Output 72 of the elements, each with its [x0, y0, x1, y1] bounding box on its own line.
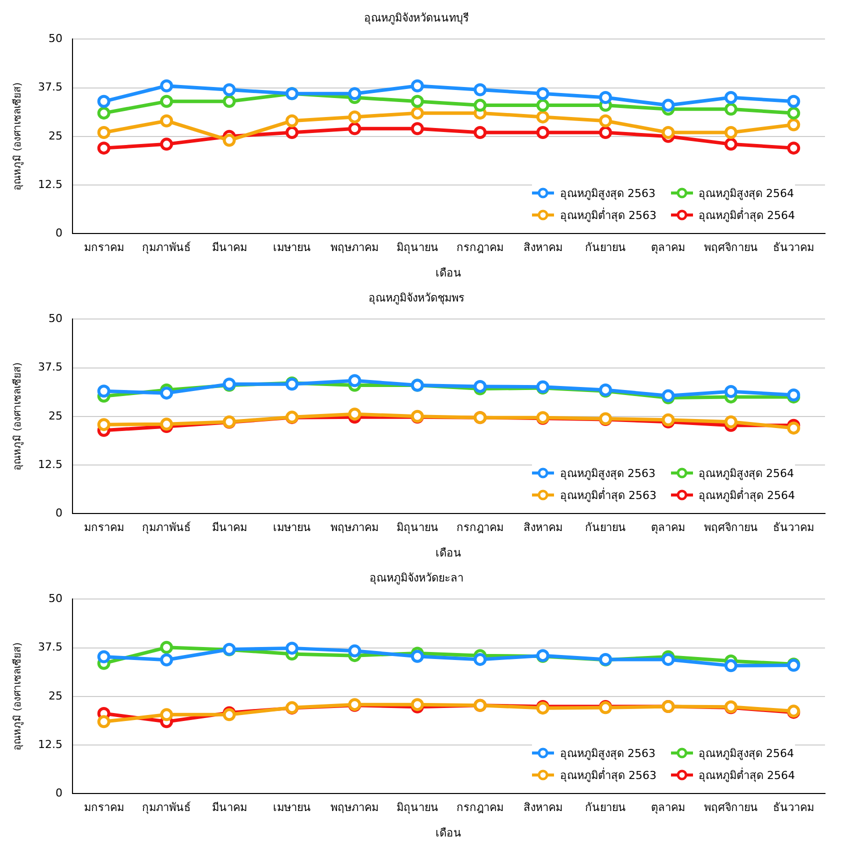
x-tick-label: กรกฎาคม	[456, 521, 504, 534]
legend-label: อุณหภูมิสูงสุด 2564	[698, 466, 794, 482]
x-tick-label: พฤษภาคม	[330, 241, 379, 254]
x-tick-label: สิงหาคม	[523, 521, 562, 534]
y-tick-label: 0	[55, 786, 62, 800]
x-tick-label: ตุลาคม	[651, 521, 686, 534]
y-tick-label: 37.5	[38, 360, 62, 374]
x-tick-label: มิถุนายน	[396, 241, 438, 254]
chart-title: อุณหภูมิจังหวัดนนทบุรี	[364, 11, 469, 24]
x-tick-label: เมษายน	[272, 801, 311, 814]
x-tick-label: มกราคม	[84, 801, 124, 814]
y-tick-label: 12.5	[38, 458, 62, 471]
x-tick-label: มีนาคม	[212, 521, 247, 534]
x-tick-label: กุมภาพันธ์	[142, 241, 192, 254]
x-tick-label: พฤศจิกายน	[704, 241, 758, 254]
x-tick-label: มิถุนายน	[396, 801, 438, 814]
y-axis-title: อุณหภูมิ (องศาเซลเซียส)	[12, 642, 24, 750]
y-tick-label: 50	[48, 312, 62, 326]
legend-label: อุณหภูมิต่ำสุด 2563	[560, 486, 656, 504]
x-tick-label: พฤษภาคม	[330, 521, 379, 534]
x-tick-label: กรกฎาคม	[456, 801, 504, 814]
x-tick-label: สิงหาคม	[523, 241, 562, 254]
y-tick-label: 25	[48, 409, 62, 422]
y-tick-label: 37.5	[38, 80, 62, 94]
x-tick-label: กุมภาพันธ์	[142, 521, 192, 534]
x-tick-label: กุมภาพันธ์	[142, 801, 192, 814]
x-tick-label: ตุลาคม	[651, 241, 686, 254]
legend-label: อุณหภูมิสูงสุด 2563	[560, 186, 656, 202]
x-tick-label: กันยายน	[585, 241, 626, 254]
x-tick-label: มิถุนายน	[396, 521, 438, 534]
legend-label: อุณหภูมิต่ำสุด 2564	[698, 206, 795, 224]
legend-label: อุณหภูมิสูงสุด 2564	[698, 186, 794, 202]
legend-label: อุณหภูมิสูงสุด 2563	[560, 746, 656, 762]
x-tick-label: กันยายน	[585, 521, 626, 534]
y-tick-label: 12.5	[38, 738, 62, 751]
x-axis-title: เดือน	[436, 266, 462, 280]
x-tick-label: เมษายน	[272, 521, 311, 534]
chart-title: อุณหภูมิจังหวัดยะลา	[370, 571, 464, 584]
y-tick-label: 50	[48, 592, 62, 606]
x-tick-label: กันยายน	[585, 801, 626, 814]
y-axis-title: อุณหภูมิ (องศาเซลเซียส)	[12, 82, 24, 190]
y-tick-label: 37.5	[38, 640, 62, 654]
x-tick-label: มีนาคม	[212, 241, 247, 254]
legend-label: อุณหภูมิต่ำสุด 2563	[560, 766, 656, 784]
y-axis-title: อุณหภูมิ (องศาเซลเซียส)	[12, 362, 24, 470]
y-tick-label: 12.5	[38, 178, 62, 191]
legend-label: อุณหภูมิต่ำสุด 2564	[698, 486, 795, 504]
x-tick-label: ตุลาคม	[651, 801, 686, 814]
x-tick-label: มกราคม	[84, 521, 124, 534]
x-tick-label: พฤศจิกายน	[704, 521, 758, 534]
y-tick-label: 0	[55, 226, 62, 240]
x-tick-label: มีนาคม	[212, 801, 247, 814]
legend-label: อุณหภูมิต่ำสุด 2563	[560, 206, 656, 224]
x-axis-title: เดือน	[436, 546, 462, 560]
x-tick-label: มกราคม	[84, 241, 124, 254]
x-axis-title: เดือน	[436, 826, 462, 840]
y-tick-label: 25	[48, 129, 62, 142]
y-tick-label: 50	[48, 32, 62, 46]
x-tick-label: ธันวาคม	[773, 241, 814, 254]
y-tick-label: 0	[55, 506, 62, 520]
y-tick-label: 25	[48, 689, 62, 702]
x-tick-label: พฤศจิกายน	[704, 801, 758, 814]
x-tick-label: สิงหาคม	[523, 801, 562, 814]
legend-label: อุณหภูมิต่ำสุด 2564	[698, 766, 795, 784]
x-tick-label: เมษายน	[272, 241, 311, 254]
legend-label: อุณหภูมิสูงสุด 2564	[698, 746, 794, 762]
chart-title: อุณหภูมิจังหวัดชุมพร	[368, 291, 464, 304]
x-tick-label: พฤษภาคม	[330, 801, 379, 814]
legend-label: อุณหภูมิสูงสุด 2563	[560, 466, 656, 482]
x-tick-label: กรกฎาคม	[456, 241, 504, 254]
x-tick-label: ธันวาคม	[773, 521, 814, 534]
x-tick-label: ธันวาคม	[773, 801, 814, 814]
